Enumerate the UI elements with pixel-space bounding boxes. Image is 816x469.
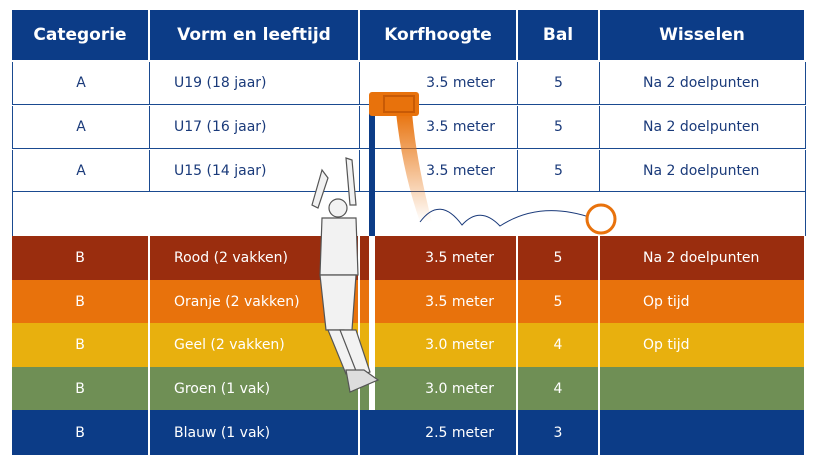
- table-cell: Op tijd: [600, 280, 806, 323]
- table-cell: A: [12, 106, 150, 149]
- cell-text: Blauw (1 vak): [174, 424, 271, 441]
- cell-text: A: [76, 119, 86, 135]
- cell-text: Na 2 doelpunten: [643, 250, 760, 266]
- table-cell: Groen (1 vak): [150, 367, 360, 410]
- table-cell: 5: [518, 106, 600, 149]
- table-cell: A: [12, 62, 150, 105]
- cell-text: A: [76, 75, 86, 91]
- cell-text: B: [75, 380, 85, 397]
- table-cell: B: [12, 323, 150, 367]
- cell-text: 3.0 meter: [425, 337, 494, 353]
- table-cell: Blauw (1 vak): [150, 410, 360, 455]
- cell-text: B: [75, 293, 85, 310]
- table-cell: 3: [518, 410, 600, 455]
- cell-text: Bal: [542, 25, 574, 45]
- table-cell: 3.0 meter: [360, 367, 518, 410]
- frame: [12, 192, 806, 236]
- table-cell: U15 (14 jaar): [150, 150, 360, 192]
- table-cell: Op tijd: [600, 323, 806, 367]
- table-cell: 5: [518, 150, 600, 192]
- cell-text: B: [75, 250, 85, 266]
- cell-text: 3.5 meter: [426, 119, 495, 135]
- table-cell: 3.5 meter: [360, 150, 518, 192]
- ball-path: [419, 208, 593, 227]
- table-cell: A: [12, 150, 150, 192]
- cell-text: 2.5 meter: [425, 424, 494, 441]
- table-cell: Na 2 doelpunten: [600, 150, 806, 192]
- cell-text: Groen (1 vak): [174, 380, 271, 397]
- table-cell: B: [12, 367, 150, 410]
- cell-text: 5: [553, 250, 563, 266]
- cell-text: U17 (16 jaar): [174, 119, 267, 135]
- header-cell: Korfhoogte: [360, 10, 518, 60]
- cell-text: 3.5 meter: [425, 293, 494, 310]
- cell-text: U19 (18 jaar): [174, 75, 267, 91]
- table-cell: U17 (16 jaar): [150, 106, 360, 149]
- table-cell: 3.5 meter: [360, 62, 518, 105]
- cell-text: B: [75, 424, 85, 441]
- cell-text: Na 2 doelpunten: [643, 75, 760, 91]
- table-cell: B: [12, 236, 150, 280]
- cell-text: 5: [554, 119, 563, 135]
- table-cell: 5: [518, 280, 600, 323]
- cell-text: 5: [554, 162, 563, 179]
- table-cell: Geel (2 vakken): [150, 323, 360, 367]
- cell-text: Korfhoogte: [384, 25, 492, 45]
- cell-text: 3.5 meter: [426, 162, 495, 179]
- header-cell: Bal: [518, 10, 600, 60]
- table-cell: 4: [518, 367, 600, 410]
- table-cell: 3.5 meter: [360, 236, 518, 280]
- header-cell: Vorm en leeftijd: [150, 10, 360, 60]
- table-cell: 3.0 meter: [360, 323, 518, 367]
- table-cell: B: [12, 280, 150, 323]
- cell-text: 3.5 meter: [425, 250, 494, 266]
- ball: [585, 203, 617, 235]
- cell-text: B: [75, 337, 85, 353]
- table-cell: 3.5 meter: [360, 280, 518, 323]
- header-cell: Categorie: [12, 10, 150, 60]
- cell-text: 4: [553, 337, 563, 353]
- cell-text: 5: [554, 75, 563, 91]
- table-cell: [600, 367, 806, 410]
- cell-text: 3: [553, 424, 563, 441]
- basket: [369, 92, 419, 116]
- cell-text: 4: [553, 380, 563, 397]
- pole: [369, 100, 375, 236]
- table-cell: [600, 410, 806, 455]
- cell-text: Categorie: [33, 25, 127, 45]
- ball-trail: [396, 112, 432, 222]
- table-cell: Na 2 doelpunten: [600, 236, 806, 280]
- pole: [369, 236, 375, 410]
- cell-text: Vorm en leeftijd: [177, 25, 331, 45]
- cell-text: Na 2 doelpunten: [643, 119, 760, 135]
- cell-text: Geel (2 vakken): [174, 337, 285, 353]
- cell-text: 3.5 meter: [426, 75, 495, 91]
- cell-text: Op tijd: [643, 293, 690, 310]
- table-cell: 5: [518, 236, 600, 280]
- table-cell: Na 2 doelpunten: [600, 62, 806, 105]
- table-cell: 4: [518, 323, 600, 367]
- cell-text: 5: [553, 293, 563, 310]
- cell-text: A: [76, 162, 86, 179]
- cell-text: Op tijd: [643, 337, 690, 353]
- cell-text: 3.0 meter: [425, 380, 494, 397]
- table-cell: B: [12, 410, 150, 455]
- cell-text: Na 2 doelpunten: [643, 162, 760, 179]
- cell-text: Wisselen: [659, 25, 745, 45]
- basket-mesh: [383, 95, 415, 113]
- header-cell: Wisselen: [600, 10, 806, 60]
- player: [311, 157, 380, 393]
- cell-text: U15 (14 jaar): [174, 162, 267, 179]
- table-cell: 2.5 meter: [360, 410, 518, 455]
- table-cell: U19 (18 jaar): [150, 62, 360, 105]
- cell-text: Rood (2 vakken): [174, 250, 288, 266]
- table-cell: 5: [518, 62, 600, 105]
- cell-text: Oranje (2 vakken): [174, 293, 300, 310]
- table-cell: Na 2 doelpunten: [600, 106, 806, 149]
